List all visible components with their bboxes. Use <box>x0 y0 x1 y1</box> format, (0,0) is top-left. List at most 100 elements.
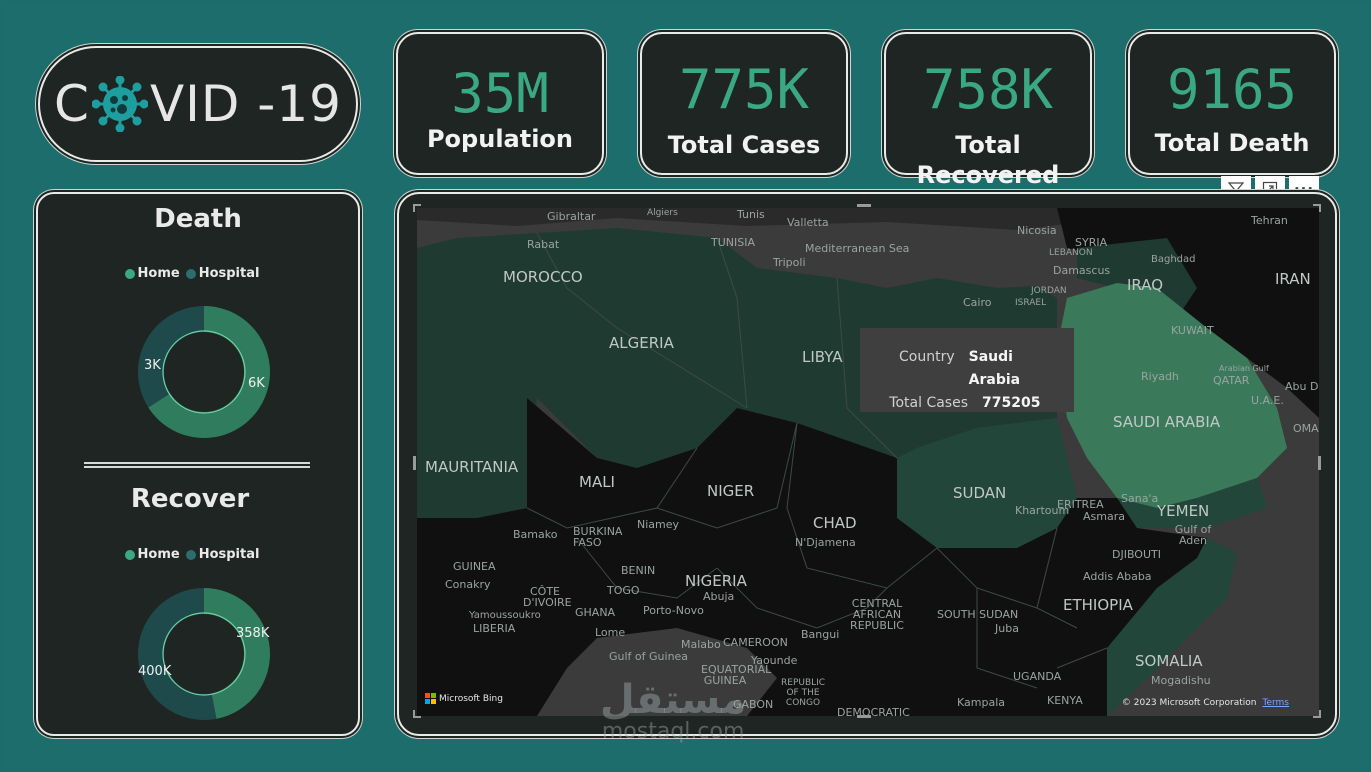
logo-suffix: VID -19 <box>149 75 342 133</box>
map-city-label: Nicosia <box>1017 224 1057 237</box>
resize-handle[interactable] <box>413 716 421 718</box>
section-divider <box>84 462 310 468</box>
map-label: CENTRAL AFRICAN REPUBLIC <box>850 597 904 632</box>
map-city-label: Asmara <box>1083 510 1125 523</box>
map-label: IRAN <box>1275 270 1311 288</box>
watermark: مستقل mostaql.com <box>600 680 746 744</box>
map-label: NIGER <box>707 482 755 500</box>
map-card: MOROCCO ALGERIA LIBYA MAURITANIA MALI NI… <box>397 192 1337 736</box>
recover-donut-hospital-slice[interactable] <box>138 588 217 720</box>
map-label: QATAR <box>1213 374 1250 387</box>
map-label: LEBANON <box>1049 248 1093 258</box>
resize-handle[interactable] <box>1313 204 1321 206</box>
map-label: YEMEN <box>1157 502 1210 520</box>
death-hospital-value: 3K <box>144 358 161 373</box>
map-label: NIGERIA <box>685 572 747 590</box>
map-city-label: Tripoli <box>773 256 806 269</box>
map-label: ERITREA <box>1057 498 1104 511</box>
map-city-label: Arabian Gulf <box>1219 364 1269 373</box>
resize-handle[interactable] <box>857 715 871 718</box>
tooltip-cases-key: Total Cases <box>889 395 968 411</box>
resize-handle[interactable] <box>1319 710 1321 718</box>
recover-donut-home-slice[interactable] <box>204 588 271 719</box>
map-label: MALI <box>579 473 615 491</box>
resize-handle[interactable] <box>857 204 871 207</box>
map-label: BURKINA FASO <box>573 525 623 549</box>
map-city-label: Bangui <box>801 628 840 641</box>
legend-hospital-dot <box>185 268 196 279</box>
kpi-total-cases-card[interactable]: 775K Total Cases <box>640 32 848 175</box>
tooltip-country-key: Country <box>899 349 955 365</box>
map-city-label: Khartoum <box>1015 504 1070 517</box>
map-city-label: Gulf of Aden <box>1174 523 1212 547</box>
legend-hospital-label: Hospital <box>198 266 260 281</box>
logo-prefix: C <box>54 75 90 133</box>
map-city-label: Cairo <box>963 296 992 309</box>
map-city-label: Malabo <box>681 638 721 651</box>
map-label: ALGERIA <box>609 334 674 352</box>
map-city-label: Juba <box>995 622 1019 635</box>
resize-handle[interactable] <box>1318 456 1321 470</box>
map-label: GABON <box>733 698 774 711</box>
map-city-label: Abu Dha <box>1285 380 1319 393</box>
kpi-total-recovered-label: Total Recovered <box>916 131 1060 189</box>
resize-handle[interactable] <box>413 204 415 212</box>
map-label: MAURITANIA <box>425 458 519 476</box>
map-label: SAUDI ARABIA <box>1113 413 1221 431</box>
kpi-total-death-card[interactable]: 9165 Total Death <box>1128 32 1336 175</box>
map-label: SYRIA <box>1075 236 1108 249</box>
kpi-total-death-value: 9165 <box>1166 58 1298 121</box>
recover-title: Recover <box>130 484 250 514</box>
map-label: SOUTH SUDAN <box>937 608 1019 621</box>
legend-home-label: Home <box>137 547 180 562</box>
map-label: BENIN <box>621 564 656 577</box>
map-city-label: Lome <box>595 626 626 639</box>
map-city-label: Yaounde <box>751 654 798 667</box>
map-label: U.A.E. <box>1251 394 1284 407</box>
recover-legend: Home Hospital <box>32 547 352 562</box>
map-city-label: Tehran <box>1251 214 1288 227</box>
map-city-label: Yamoussoukro <box>469 610 541 621</box>
death-donut-hospital-slice[interactable] <box>138 306 204 408</box>
filled-map[interactable]: MOROCCO ALGERIA LIBYA MAURITANIA MALI NI… <box>417 208 1319 716</box>
recover-donut-inner-ring <box>162 612 246 696</box>
map-label: GUINEA <box>453 560 496 573</box>
map-city-label: Bamako <box>513 528 558 541</box>
map-city-label: Damascus <box>1053 264 1111 277</box>
map-copyright: © 2023 Microsoft Corporation Terms <box>1122 698 1289 708</box>
map-city-label: Gulf of Guinea <box>609 650 689 663</box>
map-label: DJIBOUTI <box>1112 548 1161 561</box>
watermark-arabic: مستقل <box>600 677 747 723</box>
map-city-label: Valletta <box>787 216 829 229</box>
map-city-label: Addis Ababa <box>1083 570 1152 583</box>
terms-link[interactable]: Terms <box>1262 698 1289 708</box>
death-title: Death <box>154 204 242 234</box>
microsoft-logo-icon <box>425 693 436 704</box>
legend-home-dot <box>124 268 135 279</box>
death-donut-chart[interactable] <box>134 302 274 442</box>
map-label: OMA <box>1293 422 1319 435</box>
map-label: JORDAN <box>1031 286 1067 296</box>
map-label: UGANDA <box>1013 670 1062 683</box>
resize-handle[interactable] <box>1319 204 1321 212</box>
map-city-label: Rabat <box>527 238 560 251</box>
map-label: REPUBLIC OF THE CONGO <box>781 678 826 708</box>
map-tooltip: Country Saudi Arabia Total Cases 775205 <box>860 328 1074 412</box>
map-city-label: Mediterranean Sea <box>805 242 910 255</box>
map-label: TUNISIA <box>711 236 755 249</box>
resize-handle[interactable] <box>1313 716 1321 718</box>
death-donut-inner-ring <box>162 330 246 414</box>
death-legend: Home Hospital <box>32 266 352 281</box>
resize-handle[interactable] <box>413 456 416 470</box>
kpi-total-cases-label: Total Cases <box>667 131 821 159</box>
map-city-label: Gibraltar <box>547 210 596 223</box>
resize-handle[interactable] <box>413 204 421 206</box>
kpi-total-recovered-card[interactable]: 758K Total Recovered <box>884 32 1092 189</box>
recover-donut-chart[interactable] <box>134 584 274 724</box>
map-city-label: Riyadh <box>1141 370 1179 383</box>
map-label: EQUATORIAL GUINEA <box>701 663 772 687</box>
kpi-population-card[interactable]: 35M Population <box>396 32 604 175</box>
resize-handle[interactable] <box>413 710 415 718</box>
tooltip-cases-value: 775205 <box>982 395 1041 411</box>
map-city-label: Conakry <box>445 578 491 591</box>
